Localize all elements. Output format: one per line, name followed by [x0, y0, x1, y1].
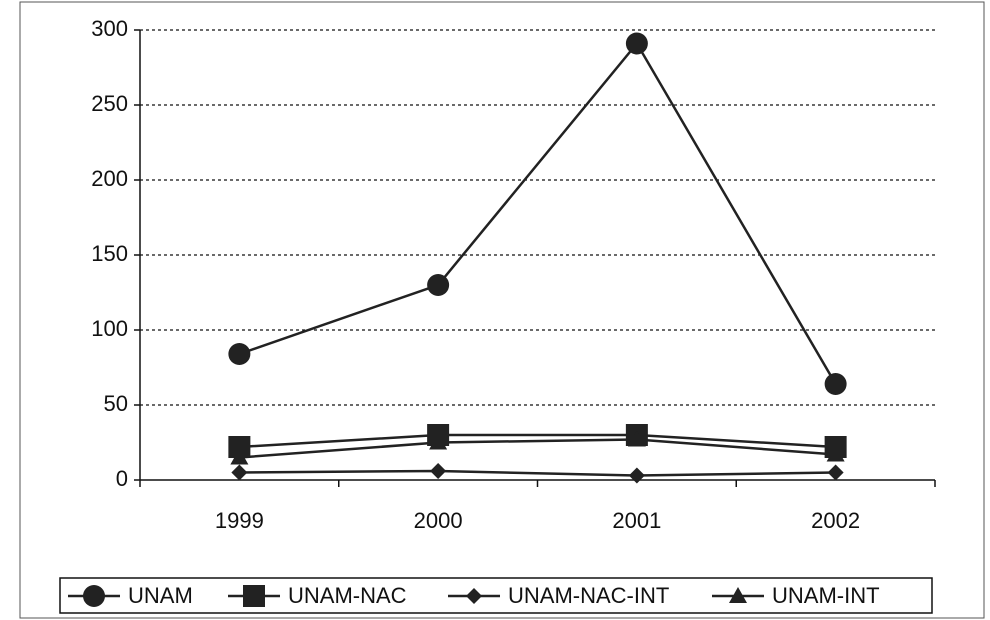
data-point: [231, 464, 248, 481]
data-point: [427, 274, 450, 296]
data-point: [429, 433, 448, 450]
legend-label: UNAM: [128, 583, 193, 608]
y-tick-label: 150: [91, 241, 128, 266]
y-tick-label: 200: [91, 166, 128, 191]
y-tick-label: 50: [104, 391, 128, 416]
y-tick-label: 0: [116, 466, 128, 491]
y-tick-label: 300: [91, 16, 128, 41]
data-point: [826, 445, 845, 462]
data-point: [827, 464, 844, 481]
data-point: [230, 448, 249, 465]
legend-label: UNAM-NAC-INT: [508, 583, 669, 608]
y-tick-label: 250: [91, 91, 128, 116]
x-tick-label: 2000: [414, 508, 463, 533]
x-tick-label: 2002: [811, 508, 860, 533]
data-point: [627, 430, 646, 447]
legend-marker: [466, 588, 482, 604]
data-point: [430, 463, 447, 479]
series-line: [238, 41, 837, 385]
legend-marker: [83, 585, 105, 607]
x-tick-label: 2001: [612, 508, 661, 533]
data-point: [628, 467, 645, 484]
data-point: [228, 343, 251, 365]
legend-label: UNAM-INT: [772, 583, 880, 608]
data-point: [228, 436, 251, 458]
series-line: [239, 469, 836, 477]
data-point: [625, 32, 648, 55]
x-tick-label: 1999: [215, 508, 264, 533]
data-point: [824, 373, 847, 395]
legend-marker: [243, 585, 265, 607]
series-line: [239, 433, 836, 449]
legend-marker: [729, 587, 747, 603]
chart-frame: [19, 1, 985, 619]
y-tick-label: 100: [91, 316, 128, 341]
legend-label: UNAM-NAC: [288, 583, 407, 608]
series-line: [239, 438, 836, 459]
